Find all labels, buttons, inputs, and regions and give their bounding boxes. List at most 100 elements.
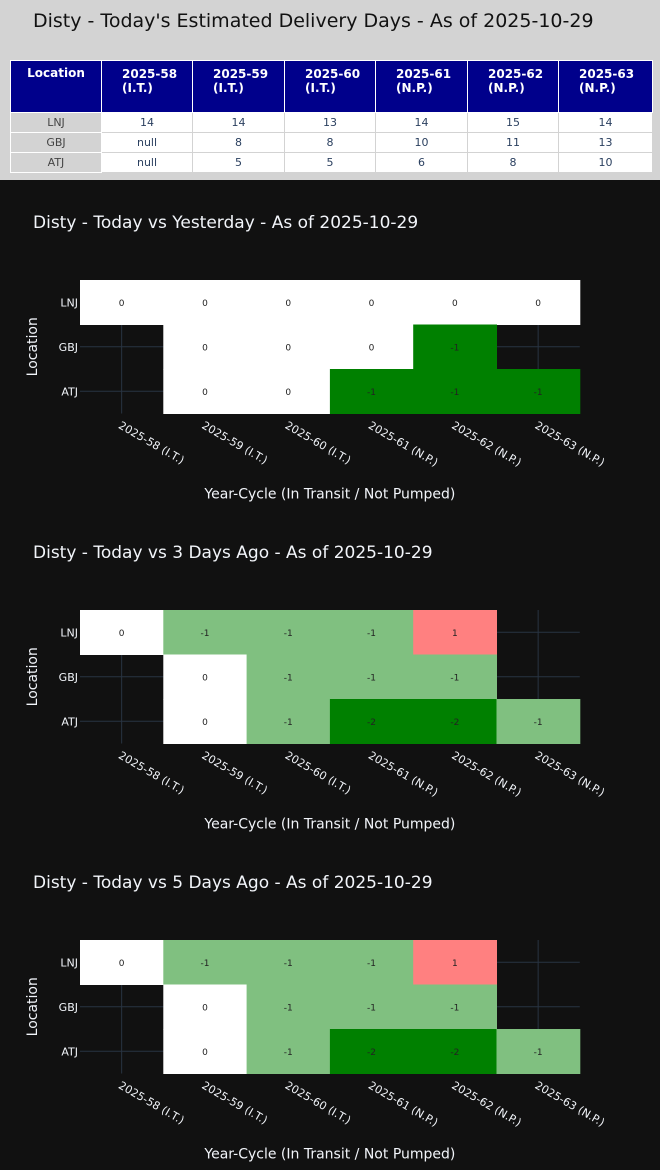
heatmap-cell[interactable] <box>496 280 581 325</box>
heatmap-cell[interactable] <box>413 324 497 370</box>
table-row: LNJ 14 14 13 14 15 14 <box>10 112 653 133</box>
x-tick-label: 2025-59 (I.T.) <box>199 1079 269 1127</box>
heatmap-cell[interactable] <box>413 610 497 655</box>
table-cell: 10 <box>375 132 468 153</box>
column-header[interactable]: 2025-58 (I.T.) <box>101 60 193 113</box>
column-header-status: (N.P.) <box>488 81 525 95</box>
heatmap-today-vs-5-days: 0 -1 -1 -1 1 0 -1 -1 -1 0 -1 -2 -2 -1 LNJ GBJ ATJ 2025-58… <box>25 940 607 1163</box>
heatmap-cell[interactable] <box>329 324 414 370</box>
column-header-status: (I.T.) <box>213 81 244 95</box>
summary-panel: Disty - Today's Estimated Delivery Days … <box>0 0 660 180</box>
column-header-status: (I.T.) <box>305 81 336 95</box>
heatmap-cell[interactable] <box>413 654 497 700</box>
x-axis-title: Year-Cycle (In Transit / Not Pumped) <box>203 1147 455 1163</box>
column-header[interactable]: 2025-61 (N.P.) <box>375 60 468 113</box>
heatmap-cell[interactable] <box>246 940 331 985</box>
heatmap-cell[interactable] <box>80 610 164 655</box>
cell-value-label: -1 <box>284 1003 293 1013</box>
cell-value-label: -1 <box>450 388 459 398</box>
table-cell: 14 <box>192 112 285 133</box>
cell-value-label: 0 <box>369 343 375 353</box>
x-tick-label: 2025-62 (N.P.) <box>449 419 523 469</box>
table-cell: 5 <box>192 152 285 173</box>
y-tick-label: ATJ <box>61 1045 78 1058</box>
heatmap-cell[interactable] <box>246 369 331 414</box>
x-tick-label: 2025-63 (N.P.) <box>533 419 607 469</box>
heatmap-cell[interactable] <box>329 984 414 1030</box>
table-cell: 14 <box>375 112 468 133</box>
cell-value-label: 0 <box>119 959 125 969</box>
y-tick-label: ATJ <box>61 385 78 398</box>
y-tick-label: ATJ <box>61 715 78 728</box>
heatmap-cell[interactable] <box>329 699 414 744</box>
heatmap-cell[interactable] <box>246 654 331 700</box>
heatmap-cell[interactable] <box>329 280 414 325</box>
cell-value-label: -1 <box>284 959 293 969</box>
heatmap-cell[interactable] <box>163 610 248 655</box>
heatmap-cell[interactable] <box>163 699 248 744</box>
cell-value-label: -1 <box>284 1048 293 1058</box>
heatmap-cell[interactable] <box>246 280 331 325</box>
heatmap-cell[interactable] <box>413 1029 497 1074</box>
cell-value-label: 0 <box>202 673 208 683</box>
heatmap-cell[interactable] <box>413 940 497 985</box>
heatmap-cell[interactable] <box>413 369 497 414</box>
x-tick-label: 2025-59 (I.T.) <box>199 419 269 467</box>
column-header[interactable]: 2025-62 (N.P.) <box>467 60 559 113</box>
y-tick-label: GBJ <box>59 1001 78 1014</box>
heatmap-cell[interactable] <box>329 369 414 414</box>
cell-value-label: -1 <box>284 673 293 683</box>
heatmap-cell[interactable] <box>496 699 581 744</box>
heatmap-today-vs-3-days: 0 -1 -1 -1 1 0 -1 -1 -1 0 -1 -2 -2 -1 LNJ GBJ ATJ 2025-58… <box>25 610 607 833</box>
x-axis-title: Year-Cycle (In Transit / Not Pumped) <box>203 487 455 503</box>
cell-value-label: -1 <box>367 629 376 639</box>
heatmap-cell[interactable] <box>496 1029 581 1074</box>
heatmap-cell[interactable] <box>246 699 331 744</box>
heatmap-cell[interactable] <box>163 654 248 700</box>
delivery-days-table-container: Location 2025-58 (I.T.) 2025-59 (I.T.) 202… <box>10 60 653 173</box>
heatmap-cell[interactable] <box>163 1029 248 1074</box>
table-cell: null <box>101 132 193 153</box>
heatmap-cell[interactable] <box>413 984 497 1030</box>
cell-value-label: 0 <box>285 388 291 398</box>
heatmap-cell[interactable] <box>413 699 497 744</box>
heatmap-cell[interactable] <box>246 1029 331 1074</box>
table-cell: 13 <box>284 112 376 133</box>
table-cell: 8 <box>192 132 285 153</box>
column-header[interactable]: 2025-59 (I.T.) <box>192 60 285 113</box>
heatmap-cell[interactable] <box>163 324 248 370</box>
heatmap-cell[interactable] <box>496 369 581 414</box>
column-header-location[interactable]: Location <box>10 60 102 113</box>
column-header[interactable]: 2025-63 (N.P.) <box>558 60 653 113</box>
heatmap-cell[interactable] <box>246 610 331 655</box>
heatmap-cell[interactable] <box>80 280 164 325</box>
table-cell: 8 <box>284 132 376 153</box>
cell-value-label: 0 <box>202 299 208 309</box>
cell-value-label: -1 <box>534 718 543 728</box>
heatmap-cell[interactable] <box>80 940 164 985</box>
x-tick-label: 2025-63 (N.P.) <box>533 1079 607 1129</box>
heatmap-cell[interactable] <box>329 610 414 655</box>
heatmap-cell[interactable] <box>329 940 414 985</box>
column-header-cycle: 2025-60 <box>305 67 361 81</box>
table-cell: 5 <box>284 152 376 173</box>
table-cell: 11 <box>467 132 559 153</box>
column-header[interactable]: 2025-60 (I.T.) <box>284 60 376 113</box>
heatmap-cell[interactable] <box>329 1029 414 1074</box>
table-cell: null <box>101 152 193 173</box>
cell-value-label: 0 <box>202 343 208 353</box>
heatmap-cell[interactable] <box>163 984 248 1030</box>
heatmap-cell[interactable] <box>246 984 331 1030</box>
heatmap-cell[interactable] <box>413 280 497 325</box>
cell-value-label: -2 <box>367 1048 376 1058</box>
heatmap-cell[interactable] <box>246 324 331 370</box>
heatmap-cell[interactable] <box>329 654 414 700</box>
page-title: Disty - Today's Estimated Delivery Days … <box>33 10 594 32</box>
x-tick-label: 2025-60 (I.T.) <box>283 419 353 467</box>
heatmap-cell[interactable] <box>163 940 248 985</box>
x-tick-label: 2025-59 (I.T.) <box>199 749 269 797</box>
cell-value-label: -1 <box>367 388 376 398</box>
column-header-cycle: 2025-59 <box>213 67 269 81</box>
heatmap-cell[interactable] <box>163 280 248 325</box>
heatmap-cell[interactable] <box>163 369 248 414</box>
